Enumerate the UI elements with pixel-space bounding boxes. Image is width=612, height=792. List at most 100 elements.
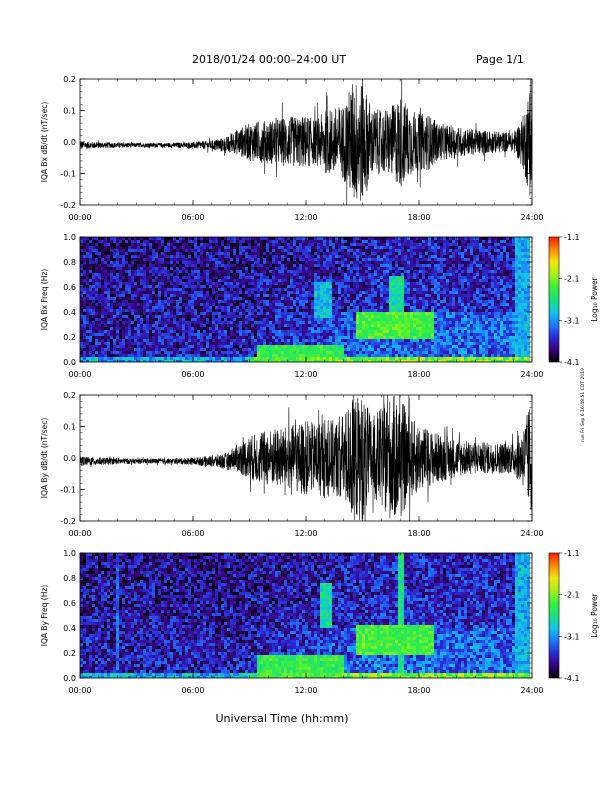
spectrogram-cell — [338, 327, 341, 330]
spectrogram-cell — [131, 282, 134, 285]
spectrogram-cell — [350, 270, 353, 273]
spectrogram-cell — [332, 309, 335, 312]
spectrogram-cell — [227, 258, 230, 261]
spectrogram-cell — [176, 300, 179, 303]
spectrogram-cell — [146, 318, 149, 321]
spectrogram-cell — [254, 333, 257, 336]
spectrogram-cell — [422, 300, 425, 303]
spectrogram-cell — [464, 264, 467, 267]
spectrogram-cell — [278, 318, 281, 321]
spectrogram-cell — [434, 330, 437, 333]
spectrogram-cell — [506, 318, 509, 321]
spectrogram-cell — [416, 291, 419, 294]
spectrogram-cell — [251, 240, 254, 243]
spectrogram-cell — [188, 324, 191, 327]
spectrogram-cell — [245, 285, 248, 288]
spectrogram-cell — [524, 246, 527, 249]
spectrogram-cell — [251, 276, 254, 279]
spectrogram-cell — [449, 270, 452, 273]
spectrogram-cell — [353, 243, 356, 246]
spectrogram-cell — [464, 294, 467, 297]
spectrogram-cell — [374, 330, 377, 333]
spectrogram-cell — [149, 246, 152, 249]
spectrogram-cell — [395, 267, 398, 270]
spectrogram-cell — [509, 264, 512, 267]
spectrogram-cell — [203, 282, 206, 285]
spectrogram-cell — [263, 279, 266, 282]
spectrogram-cell — [320, 261, 323, 264]
spectrogram-cell — [218, 282, 221, 285]
spectrogram-cell — [98, 261, 101, 264]
spectrogram-cell — [221, 327, 224, 330]
spectrogram-cell — [425, 237, 428, 240]
spectrogram-cell — [212, 255, 215, 258]
spectrogram-cell — [521, 246, 524, 249]
spectrogram-cell — [170, 279, 173, 282]
spectrogram-cell — [137, 297, 140, 300]
spectrogram-cell — [296, 276, 299, 279]
spectrogram-cell — [146, 285, 149, 288]
spectrogram-cell — [218, 318, 221, 321]
spectrogram-cell — [365, 300, 368, 303]
spectrogram-cell — [245, 303, 248, 306]
spectrogram-cell — [494, 327, 497, 330]
spectrogram-cell — [410, 312, 413, 315]
spectrogram-cell — [233, 291, 236, 294]
spectrogram-cell — [383, 243, 386, 246]
spectrogram-cell — [296, 318, 299, 321]
spectrogram-cell — [443, 282, 446, 285]
spectrogram-cell — [416, 243, 419, 246]
spectrogram-cell — [446, 309, 449, 312]
spectrogram-cell — [146, 321, 149, 324]
spectrogram-cell — [206, 270, 209, 273]
spectrogram-cell — [203, 237, 206, 240]
spectrogram-cell — [263, 327, 266, 330]
spectrogram-cell — [416, 321, 419, 324]
spectrogram-cell — [212, 327, 215, 330]
spectrogram-cell — [491, 324, 494, 327]
spectrogram-cell — [467, 261, 470, 264]
spectrogram-cell — [242, 291, 245, 294]
spectrogram-cell — [464, 246, 467, 249]
spectrogram-cell — [284, 324, 287, 327]
spectrogram-cell — [143, 240, 146, 243]
spectrogram-cell — [230, 315, 233, 318]
spectrogram-cell — [203, 333, 206, 336]
spectrogram-cell — [317, 240, 320, 243]
spectrogram-cell — [161, 303, 164, 306]
spectrogram-cell — [398, 315, 401, 318]
spectrogram-cell — [485, 279, 488, 282]
spectrogram-cell — [194, 279, 197, 282]
spectrogram-cell — [227, 240, 230, 243]
spectrogram-cell — [167, 282, 170, 285]
spectrogram-cell — [179, 267, 182, 270]
spectrogram-cell — [152, 300, 155, 303]
spectrogram-cell — [113, 303, 116, 306]
spectrogram-cell — [248, 282, 251, 285]
spectrogram-cell — [329, 327, 332, 330]
spectrogram-cell — [197, 327, 200, 330]
spectrogram-cell — [188, 243, 191, 246]
spectrogram-cell — [410, 261, 413, 264]
spectrogram-cell — [350, 276, 353, 279]
spectrogram-cell — [368, 309, 371, 312]
spectrogram-cell — [299, 285, 302, 288]
spectrogram-cell — [131, 237, 134, 240]
spectrogram-cell — [404, 294, 407, 297]
spectrogram-cell — [341, 321, 344, 324]
spectrogram-cell — [263, 273, 266, 276]
spectrogram-cell — [503, 327, 506, 330]
spectrogram-cell — [455, 273, 458, 276]
spectrogram-cell — [182, 300, 185, 303]
spectrogram-cell — [131, 258, 134, 261]
spectrogram-cell — [287, 306, 290, 309]
spectrogram-cell — [326, 279, 329, 282]
spectrogram-cell — [263, 267, 266, 270]
spectrogram-cell — [443, 276, 446, 279]
spectrogram-cell — [86, 324, 89, 327]
spectrogram-cell — [266, 327, 269, 330]
spectrogram-cell — [98, 249, 101, 252]
spectrogram-cell — [173, 240, 176, 243]
spectrogram-cell — [527, 327, 530, 330]
spectrogram-cell — [158, 240, 161, 243]
